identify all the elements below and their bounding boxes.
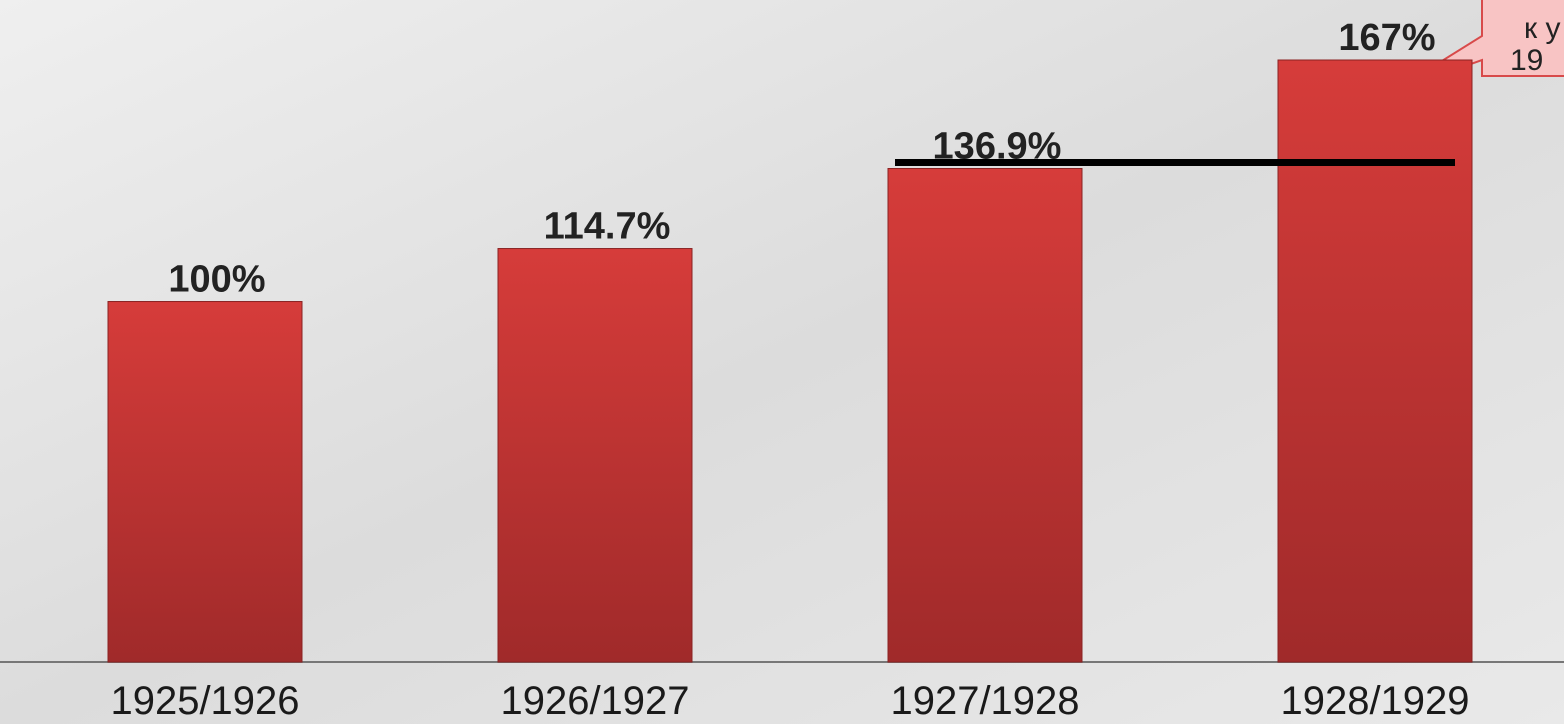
bar [498, 249, 692, 662]
bar [1278, 60, 1472, 662]
page: {"chart_data": {"type": "bar", "categori… [0, 0, 1564, 724]
x-tick-label: 1925/1926 [110, 679, 299, 723]
value-label: 167% [1338, 17, 1435, 59]
x-tick-label: 1928/1929 [1280, 679, 1469, 723]
value-label: 114.7% [544, 206, 671, 248]
bar [888, 169, 1082, 662]
callout-text: 19 [1510, 44, 1543, 77]
bar [108, 302, 302, 662]
chart: к у 19 1925/1926 100% 1926/1927 114.7% 1927/… [0, 0, 1564, 724]
value-label: 100% [168, 259, 265, 301]
callout-text: к у [1524, 12, 1560, 45]
x-tick-label: 1926/1927 [500, 679, 689, 723]
x-tick-label: 1927/1928 [890, 679, 1079, 723]
